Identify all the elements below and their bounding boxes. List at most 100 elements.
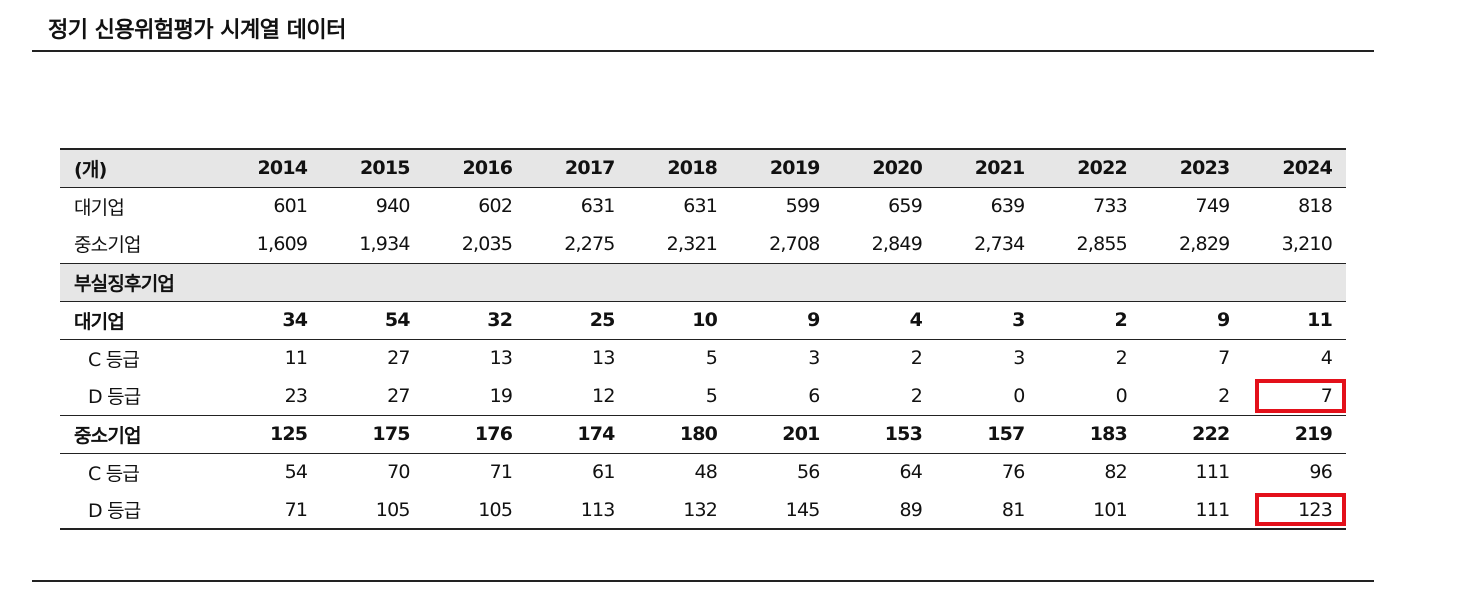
table-cell: 2: [1115, 347, 1128, 370]
table-cell: 27: [387, 347, 410, 370]
table-cell: 76: [1001, 461, 1025, 484]
table-row-distressed-sme: 중소기업 125 175 176 174 180 201 153 157 183…: [60, 414, 1346, 454]
table-cell: 19: [489, 384, 513, 407]
unit-label: (개): [60, 148, 219, 188]
table-cell: 180: [628, 414, 732, 454]
footer-divider: [32, 580, 1374, 582]
table-cell: 176: [423, 414, 527, 454]
table-cell: 3: [808, 347, 820, 370]
table-cell: 7: [1218, 347, 1230, 370]
table-cell: 2,275: [564, 232, 615, 255]
year-header: 2020: [833, 148, 937, 188]
row-label: 중소기업: [74, 234, 142, 257]
section-label: 부실징후기업: [60, 262, 219, 302]
table-cell: 10: [628, 301, 732, 340]
table-cell: 3: [936, 301, 1039, 340]
table-cell: 5: [705, 347, 718, 370]
table-cell: 2,321: [666, 232, 718, 255]
table-cell: 601: [273, 195, 308, 218]
header-row: (개) 2014 2015 2016 2017 2018 2019 2020 2…: [60, 148, 1346, 188]
table-cell: 2,829: [1179, 232, 1230, 255]
table-cell: 1,609: [256, 232, 308, 255]
table-cell: 201: [731, 414, 834, 454]
table-cell: 11: [284, 347, 308, 370]
table-cell: 639: [990, 195, 1026, 218]
table-cell: 659: [888, 195, 923, 218]
table-cell: 749: [1195, 195, 1231, 218]
section-row-distressed: 부실징후기업: [60, 262, 1346, 302]
table-cell: 733: [1093, 195, 1128, 218]
year-header: 2015: [321, 148, 424, 188]
table-cell: 111: [1195, 461, 1231, 484]
table-cell: 599: [785, 195, 821, 218]
table-cell: 1,934: [359, 232, 410, 255]
year-header: 2017: [526, 148, 629, 188]
table-cell: 157: [936, 414, 1039, 454]
table-cell: 4: [833, 301, 937, 340]
table-cell: 25: [526, 301, 629, 340]
table-cell: 12: [592, 384, 615, 407]
row-label: 대기업: [60, 301, 219, 340]
table-cell: 153: [833, 414, 937, 454]
table-cell: 13: [489, 347, 513, 370]
table-cell: 222: [1140, 414, 1244, 454]
table-cell: 5: [705, 384, 718, 407]
year-header: 2022: [1038, 148, 1141, 188]
year-header: 2014: [218, 148, 322, 188]
highlighted-cell: 7: [1243, 377, 1346, 415]
table-cell: 2,035: [461, 232, 513, 255]
row-label: C 등급: [88, 348, 140, 371]
table-row-large-grade-d: D 등급 23 27 19 12 5 6 2 0 0 2 7: [60, 377, 1346, 415]
year-header: 2019: [731, 148, 834, 188]
table-cell: 132: [628, 491, 732, 530]
table-cell: 61: [592, 461, 615, 484]
table-cell: 631: [580, 195, 616, 218]
table-cell: 111: [1140, 491, 1244, 530]
table-cell: 11: [1243, 301, 1346, 340]
table-cell: 219: [1243, 414, 1346, 454]
table-cell: 0: [1013, 384, 1025, 407]
year-header: 2016: [423, 148, 527, 188]
table-cell: 183: [1038, 414, 1141, 454]
table-cell: 2: [1038, 301, 1141, 340]
table-cell: 145: [731, 491, 834, 530]
table-cell: 3: [1013, 347, 1025, 370]
table-cell: 105: [321, 491, 424, 530]
table-cell: 48: [694, 461, 718, 484]
row-label: 중소기업: [60, 414, 219, 454]
table-cell: 13: [592, 347, 615, 370]
table-row-sme-grade-c: C 등급 54 70 71 61 48 56 64 76 82 111 96: [60, 453, 1346, 491]
table-cell: 0: [1115, 384, 1128, 407]
year-header: 2024: [1243, 148, 1346, 188]
table-cell: 54: [284, 461, 308, 484]
table-cell: 9: [1140, 301, 1244, 340]
table-cell: 940: [375, 195, 411, 218]
table-cell: 631: [683, 195, 718, 218]
table-cell: 96: [1309, 461, 1332, 484]
table-cell: 23: [284, 384, 308, 407]
table-cell: 174: [526, 414, 629, 454]
table-cell: 2: [910, 347, 923, 370]
table-row-large-grade-c: C 등급 11 27 13 13 5 3 2 3 2 7 4: [60, 339, 1346, 377]
table-cell: 9: [731, 301, 834, 340]
table-cell: 602: [478, 195, 513, 218]
row-label: D 등급: [60, 491, 219, 530]
table-cell: 2,849: [871, 232, 923, 255]
year-header: 2023: [1140, 148, 1244, 188]
table-row-distressed-large: 대기업 34 54 32 25 10 9 4 3 2 9 11: [60, 301, 1346, 340]
table-cell: 70: [387, 461, 410, 484]
table-cell: 71: [218, 491, 322, 530]
table-cell: 56: [796, 461, 820, 484]
page-title: 정기 신용위험평가 시계열 데이터: [48, 18, 346, 43]
table-cell: 2,708: [769, 232, 820, 255]
table-cell: 2,734: [974, 232, 1025, 255]
table-cell: 54: [321, 301, 424, 340]
table-cell: 125: [218, 414, 322, 454]
highlighted-cell: 123: [1243, 491, 1346, 530]
table-cell: 2: [1218, 384, 1230, 407]
row-label: 대기업: [74, 196, 125, 219]
table-row-sme-grade-d: D 등급 71 105 105 113 132 145 89 81 101 11…: [60, 491, 1346, 530]
title-divider: [32, 50, 1374, 52]
table-cell: 2: [910, 384, 923, 407]
table-cell: 89: [833, 491, 937, 530]
